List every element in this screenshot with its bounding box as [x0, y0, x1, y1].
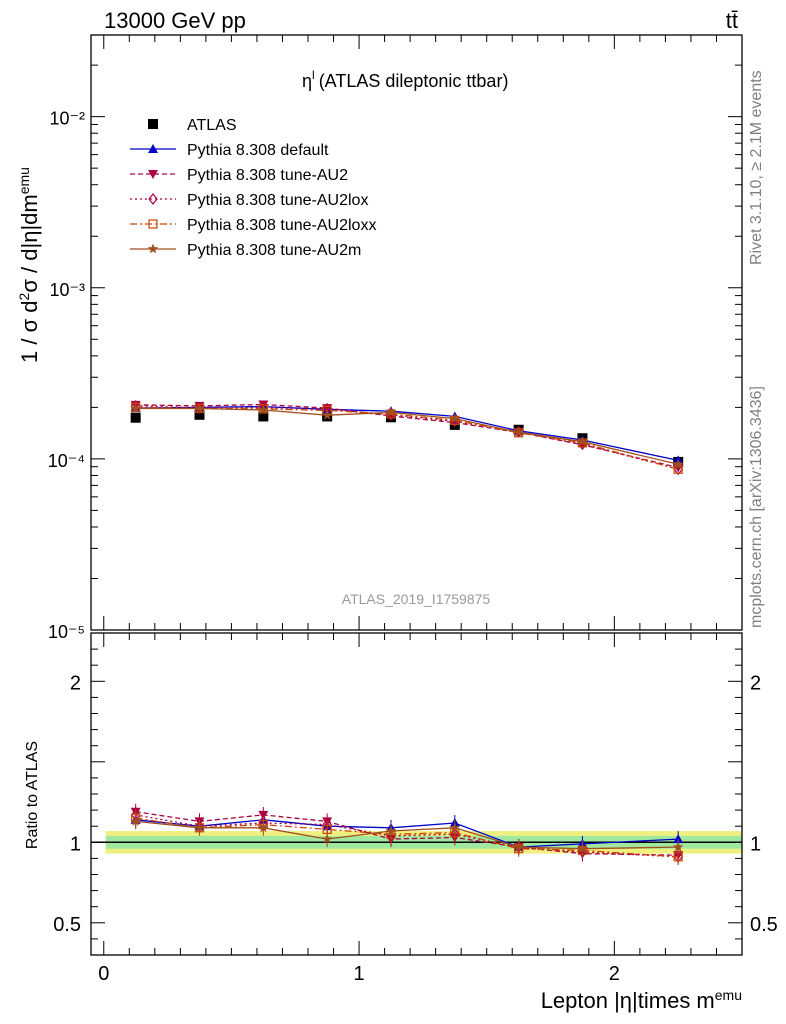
ratio-y-tick-label-right: 1	[750, 833, 761, 855]
legend-marker	[148, 170, 158, 179]
data-point	[130, 403, 141, 413]
series-5	[130, 403, 684, 469]
ratio-series-line	[135, 814, 679, 858]
ratio-point	[194, 822, 205, 833]
ratio-point	[672, 841, 684, 852]
data-point	[130, 412, 141, 423]
ratio-y-tick-label-right: 2	[750, 672, 761, 694]
legend-entry-label: Pythia 8.308 tune-AU2loxx	[187, 217, 376, 234]
legend-entry-label: Pythia 8.308 default	[187, 142, 329, 159]
ratio-y-tick-label: 0.5	[53, 914, 81, 936]
x-tick-label: 2	[609, 963, 620, 985]
legend-marker	[147, 243, 159, 254]
data-point	[513, 426, 524, 437]
data-point	[385, 406, 397, 417]
ratio-frame	[90, 632, 743, 956]
data-point	[672, 458, 684, 469]
y-tick-label: 10⁻⁴	[48, 451, 85, 471]
ratio-point	[577, 843, 588, 854]
data-point	[258, 404, 269, 415]
data-point	[258, 411, 269, 422]
legend-marker	[148, 219, 158, 229]
y-tick-label: 10⁻⁵	[48, 622, 85, 642]
data-point	[321, 409, 333, 420]
ratio-point	[321, 833, 333, 844]
legend-entry-label: Pythia 8.308 tune-AU2m	[187, 242, 361, 259]
legend-marker	[148, 119, 158, 129]
ratio-y-axis-label: Ratio to ATLAS	[24, 741, 41, 849]
legend-entry-label: Pythia 8.308 tune-AU2	[187, 167, 348, 184]
legend-marker	[148, 193, 158, 205]
series-0	[130, 409, 684, 467]
x-tick-label: 1	[353, 963, 364, 985]
ratio-point	[130, 815, 141, 826]
ratio-series-4	[130, 813, 684, 857]
ratio-y-tick-label-right: 0.5	[750, 914, 778, 936]
rivet-label: Rivet 3.1.10, ≥ 2.1M events	[748, 70, 765, 265]
x-axis-label: Lepton |η|times memu	[541, 987, 742, 1013]
main-frame	[90, 34, 743, 631]
ratio-point	[258, 822, 269, 833]
legend-entry-label: Pythia 8.308 tune-AU2lox	[187, 192, 368, 209]
data-point	[194, 409, 205, 420]
data-point	[577, 436, 588, 447]
y-tick-label: 10⁻²	[49, 109, 85, 129]
ratio-y-tick-label: 2	[70, 672, 81, 694]
series-line	[135, 405, 679, 462]
series-1	[130, 401, 684, 465]
series-line	[135, 405, 679, 470]
legend-marker	[148, 144, 158, 153]
main-panel: 10⁻⁵ 10⁻⁴ 10⁻³ 10⁻²	[48, 34, 743, 642]
ratio-panel: 0.5 0.5 1 1 2 2 0 1 2	[53, 632, 778, 985]
ratio-point	[513, 841, 524, 852]
mcplots-label: mcplots.cern.ch [arXiv:1306.3436]	[748, 386, 765, 628]
data-point	[449, 413, 460, 423]
series-2	[130, 400, 684, 473]
process-label: tt̄	[726, 8, 738, 33]
series-line	[135, 403, 679, 469]
main-y-axis-label: 1 / σ d2σ / d|η|dmemu	[16, 167, 42, 363]
ratio-point	[385, 825, 397, 836]
plot-title: ηl (ATLAS dileptonic ttbar)	[302, 68, 508, 91]
energy-label: 13000 GeV pp	[104, 8, 246, 33]
y-tick-label: 10⁻³	[49, 280, 85, 300]
analysis-id: ATLAS_2019_I1759875	[342, 591, 491, 607]
ratio-y-tick-label: 1	[70, 833, 81, 855]
x-tick-label: 0	[98, 963, 109, 985]
ratio-point	[673, 834, 684, 844]
ratio-point	[449, 822, 460, 833]
legend-entry-label: ATLAS	[187, 117, 237, 134]
legend: ATLAS Pythia 8.308 default Pythia 8.308 tu…	[130, 117, 376, 259]
data-point	[194, 403, 205, 413]
